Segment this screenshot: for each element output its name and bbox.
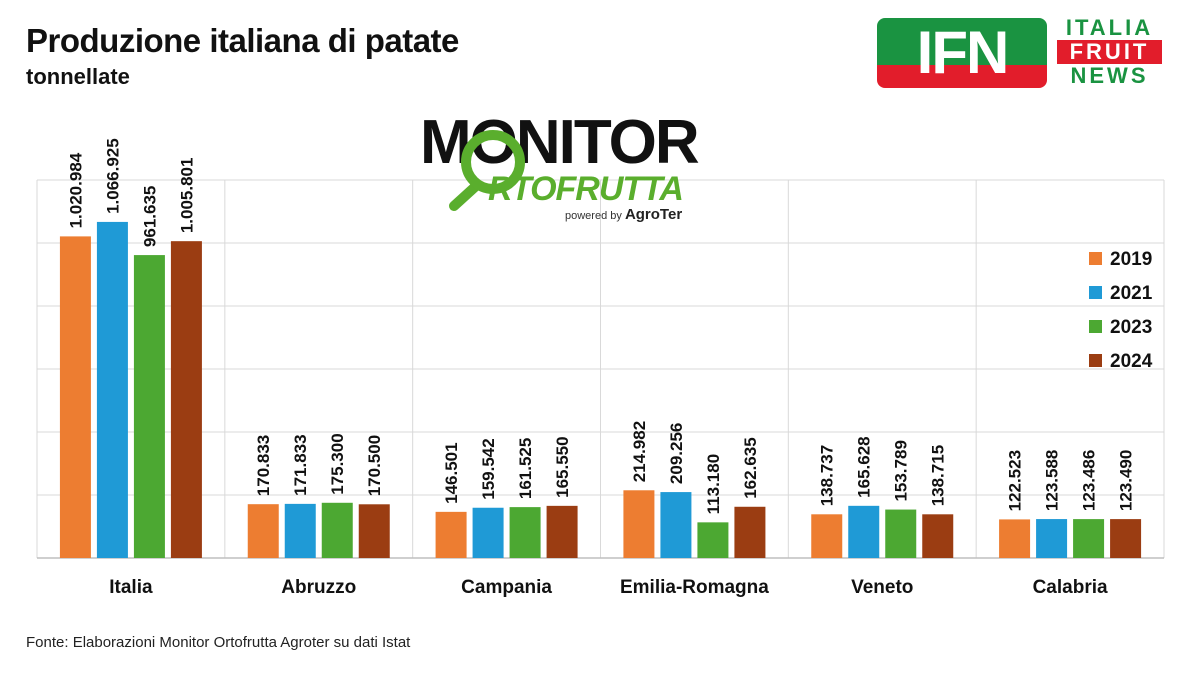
data-label: 138.737	[818, 445, 837, 506]
bar-2023-italia	[133, 255, 165, 559]
legend-swatch-2021	[1089, 286, 1102, 299]
bar-2019-abruzzo	[247, 504, 279, 558]
category-label: Calabria	[1033, 577, 1108, 598]
category-label: Italia	[109, 577, 153, 598]
data-label: 123.490	[1117, 450, 1136, 511]
bar-2024-veneto	[922, 514, 954, 558]
legend-swatch-2024	[1089, 354, 1102, 367]
magnifier-icon	[449, 181, 481, 211]
ifn-word-italia: ITALIA	[1065, 15, 1154, 40]
chart-title: Produzione italiana di patate	[26, 22, 459, 59]
bar-2019-italia	[59, 236, 91, 558]
source-note: Fonte: Elaborazioni Monitor Ortofrutta A…	[26, 634, 411, 651]
bar-2019-campania	[435, 511, 467, 558]
bar-2021-abruzzo	[284, 503, 316, 558]
bar-2024-italia	[170, 241, 202, 559]
bar-2021-emilia-romagna	[660, 492, 692, 558]
category-label: Campania	[461, 577, 552, 598]
bar-2021-italia	[96, 221, 128, 558]
bar-2024-emilia-romagna	[734, 506, 766, 558]
data-label: 113.180	[704, 454, 723, 515]
data-label: 175.300	[328, 433, 347, 494]
data-label: 209.256	[667, 423, 686, 484]
data-label: 138.715	[929, 445, 948, 506]
category-label: Veneto	[851, 577, 913, 598]
bar-2024-abruzzo	[358, 504, 390, 558]
bar-2019-calabria	[999, 519, 1031, 558]
ifn-letters: IFN	[916, 19, 1010, 86]
bar-2023-calabria	[1073, 519, 1105, 558]
bar-2023-campania	[509, 507, 541, 558]
chart-subtitle: tonnellate	[26, 64, 130, 89]
legend-label: 2023	[1110, 317, 1152, 338]
bar-2023-emilia-romagna	[697, 522, 729, 558]
legend-label: 2019	[1110, 249, 1152, 270]
category-label: Emilia-Romagna	[620, 577, 769, 598]
data-label: 1.066.925	[103, 138, 122, 214]
data-label: 1.020.984	[66, 152, 85, 228]
bar-2021-veneto	[848, 505, 880, 558]
data-label: 161.525	[516, 438, 535, 499]
bar-2019-veneto	[811, 514, 843, 558]
legend-swatch-2019	[1089, 252, 1102, 265]
bar-2021-campania	[472, 507, 504, 558]
bar-2024-campania	[546, 505, 578, 558]
data-label: 214.982	[630, 421, 649, 482]
bar-2023-veneto	[885, 509, 917, 558]
data-label: 165.550	[553, 436, 572, 497]
category-label: Abruzzo	[281, 577, 356, 598]
data-label: 162.635	[741, 437, 760, 498]
ifn-flag-box: IFN	[877, 18, 1047, 88]
magnifier-ring-icon	[461, 130, 525, 194]
bar-2019-emilia-romagna	[623, 490, 655, 558]
data-label: 170.833	[254, 435, 273, 496]
ifn-word-news: NEWS	[1070, 63, 1149, 88]
data-label: 123.486	[1080, 450, 1099, 511]
data-label: 159.542	[479, 438, 498, 499]
bar-2021-calabria	[1036, 519, 1068, 558]
data-label: 171.833	[291, 434, 310, 495]
data-label: 165.628	[855, 436, 874, 497]
data-label: 123.588	[1043, 450, 1062, 511]
ifn-logo: IFN ITALIA FRUIT NEWS	[877, 15, 1167, 94]
bar-2023-abruzzo	[321, 502, 353, 558]
data-label: 1.005.801	[177, 158, 196, 234]
legend-label: 2021	[1110, 283, 1153, 304]
ifn-word-fruit: FRUIT	[1057, 40, 1162, 64]
data-label: 153.789	[892, 440, 911, 501]
monitor-ortofrutta-logo: MONITOR RTOFRUTTA powered by AgroTer	[420, 110, 780, 224]
powered-by: powered by AgroTer	[565, 206, 683, 223]
data-label: 146.501	[442, 442, 461, 503]
data-label: 170.500	[365, 435, 384, 496]
bar-2024-calabria	[1110, 519, 1142, 558]
data-label: 961.635	[140, 186, 159, 247]
data-label: 122.523	[1006, 450, 1025, 511]
legend-label: 2024	[1110, 351, 1153, 372]
legend-swatch-2023	[1089, 320, 1102, 333]
